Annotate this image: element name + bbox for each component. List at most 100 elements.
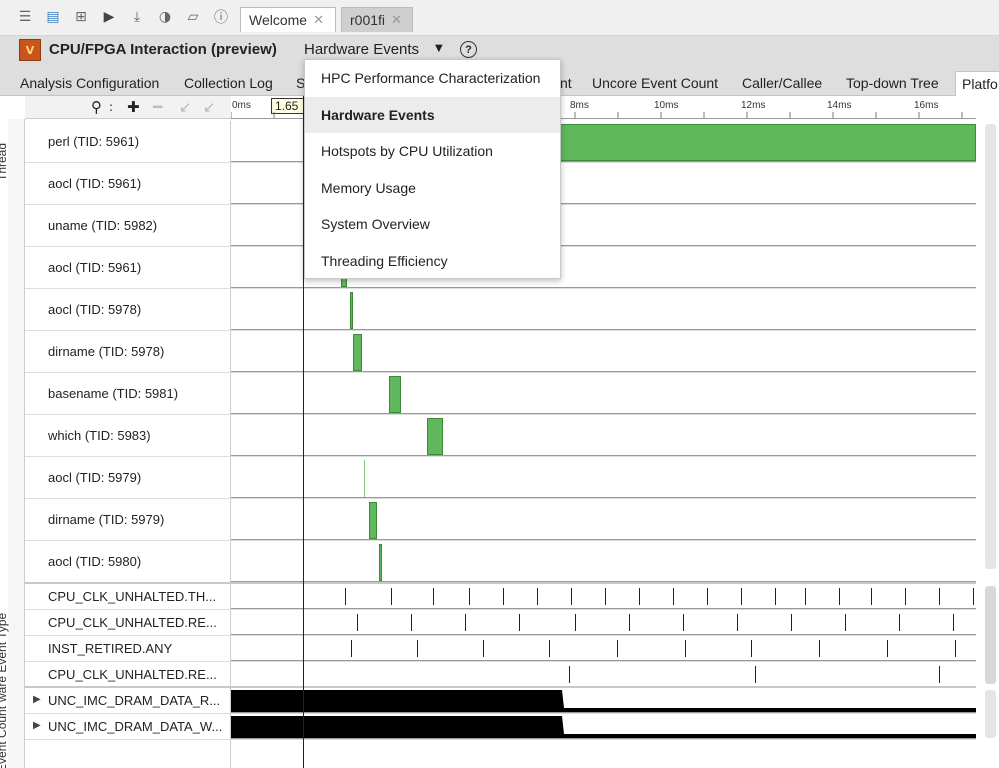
open-icon[interactable]: ▱	[187, 9, 199, 25]
thread-row[interactable]: which (TID: 5983)	[25, 415, 976, 457]
event-sample-tick	[605, 588, 606, 605]
event-sample-tick	[805, 588, 806, 605]
expand-arrow-icon[interactable]: ▶	[33, 694, 41, 705]
event-sample-tick	[673, 588, 674, 605]
ruler-tick-label: 0ms	[232, 100, 251, 111]
event-sample-tick	[639, 588, 640, 605]
thread-activity-bar[interactable]	[369, 502, 377, 539]
close-icon[interactable]: ✕	[313, 12, 324, 28]
ruler-tick-label: 8ms	[570, 100, 589, 111]
group-hardware-event-type: ware Event Type	[0, 584, 25, 702]
tab-welcome[interactable]: Welcome ✕	[240, 7, 336, 32]
event-sample-tick	[411, 614, 412, 631]
thread-activity-bar[interactable]	[350, 292, 353, 329]
event-sample-tick	[707, 588, 708, 605]
menu-item-hpc-performance[interactable]: HPC Performance Characterization	[321, 70, 541, 86]
event-sample-tick	[629, 614, 630, 631]
thread-activity-bar[interactable]	[389, 376, 401, 413]
thread-activity-bar[interactable]	[379, 544, 382, 581]
tab-result[interactable]: r001fi ✕	[341, 7, 413, 32]
chevron-down-icon[interactable]: ▼	[435, 43, 443, 54]
zoom-in-icon[interactable]: ✚	[127, 98, 140, 116]
new-analysis-icon[interactable]: ⊞	[75, 9, 87, 25]
event-type-name: CPU_CLK_UNHALTED.TH...	[25, 584, 231, 609]
reset-zoom-icon[interactable]: ↙	[203, 98, 216, 116]
event-sample-tick	[845, 614, 846, 631]
tab-uncore-event-count[interactable]: Uncore Event Count	[592, 75, 719, 91]
thread-name: which (TID: 5983)	[25, 415, 231, 456]
event-sample-tick	[537, 588, 538, 605]
thread-track	[231, 457, 976, 498]
tab-top-down-tree[interactable]: Top-down Tree	[846, 75, 939, 91]
thread-row[interactable]: aocl (TID: 5978)	[25, 289, 976, 331]
menu-icon[interactable]: ☰	[18, 9, 32, 25]
tab-collection-log[interactable]: Collection Log	[184, 75, 273, 91]
thread-activity-bar[interactable]	[364, 460, 365, 497]
event-count-track	[231, 688, 976, 713]
zoom-menu-icon[interactable]: :	[109, 100, 114, 114]
thread-name: aocl (TID: 5980)	[25, 541, 231, 582]
menu-item-hardware-events[interactable]: Hardware Events	[305, 97, 560, 133]
event-sample-tick	[905, 588, 906, 605]
event-sample-tick	[519, 614, 520, 631]
thread-name: perl (TID: 5961)	[25, 121, 231, 162]
thread-track	[231, 415, 976, 456]
event-type-row[interactable]: INST_RETIRED.ANY	[25, 636, 976, 662]
thread-activity-bar[interactable]	[353, 334, 362, 371]
thread-row[interactable]: dirname (TID: 5978)	[25, 331, 976, 373]
thread-row[interactable]: aocl (TID: 5979)	[25, 457, 976, 499]
event-sample-tick	[871, 588, 872, 605]
thread-scrollbar[interactable]	[985, 124, 996, 569]
tab-platform[interactable]: Platfo	[955, 71, 999, 97]
event-type-row[interactable]: CPU_CLK_UNHALTED.RE...	[25, 662, 976, 688]
analysis-title: CPU/FPGA Interaction (preview)	[49, 41, 277, 58]
group-uncore-event-count: e Event Count	[0, 688, 25, 768]
event-sample-tick	[887, 640, 888, 657]
thread-row[interactable]: basename (TID: 5981)	[25, 373, 976, 415]
event-count-row[interactable]: ▶ UNC_IMC_DRAM_DATA_R...	[25, 688, 976, 714]
new-project-icon[interactable]: ▤	[46, 9, 60, 25]
tab-event-count[interactable]: nt	[560, 75, 572, 91]
thread-row[interactable]: dirname (TID: 5979)	[25, 499, 976, 541]
event-sample-tick	[939, 588, 940, 605]
zoom-icon[interactable]: ⚲	[91, 98, 102, 116]
tab-analysis-configuration[interactable]: Analysis Configuration	[20, 75, 160, 91]
undo-zoom-icon[interactable]: ↙	[179, 98, 192, 116]
help-circle-icon[interactable]: ?	[460, 41, 477, 58]
event-type-row[interactable]: CPU_CLK_UNHALTED.RE...	[25, 610, 976, 636]
menu-item-threading-efficiency[interactable]: Threading Efficiency	[321, 253, 448, 269]
import-icon[interactable]: ⤓	[133, 9, 141, 25]
help-icon[interactable]: ⓘ	[214, 10, 228, 26]
thread-name: aocl (TID: 5961)	[25, 163, 231, 204]
event-type-row[interactable]: CPU_CLK_UNHALTED.TH...	[25, 584, 976, 610]
time-cursor-line[interactable]	[303, 96, 304, 768]
viewpoint-selector[interactable]: Hardware Events	[304, 41, 420, 58]
group-divider	[25, 582, 976, 584]
thread-row[interactable]: aocl (TID: 5980)	[25, 541, 976, 583]
thread-activity-bar[interactable]	[341, 278, 347, 287]
thread-activity-bar[interactable]	[427, 418, 443, 455]
event-count-row[interactable]: ▶ UNC_IMC_DRAM_DATA_W...	[25, 714, 976, 740]
event-sample-tick	[469, 588, 470, 605]
tab-summary[interactable]: S	[296, 75, 306, 91]
event-track	[231, 662, 976, 687]
menu-item-hotspots[interactable]: Hotspots by CPU Utilization	[321, 143, 493, 159]
thread-track	[231, 541, 976, 582]
event-sample-tick	[483, 640, 484, 657]
event-sample-tick	[791, 614, 792, 631]
empty-row	[25, 740, 976, 768]
tab-caller-callee[interactable]: Caller/Callee	[742, 75, 823, 91]
event-sample-tick	[751, 640, 752, 657]
menu-item-system-overview[interactable]: System Overview	[321, 216, 430, 232]
close-icon[interactable]: ✕	[391, 12, 402, 28]
event-type-scrollbar[interactable]	[985, 586, 996, 684]
expand-arrow-icon[interactable]: ▶	[33, 720, 41, 731]
run-icon[interactable]: ▶	[103, 9, 115, 25]
menu-item-memory-usage[interactable]: Memory Usage	[321, 180, 416, 196]
event-count-scrollbar[interactable]	[985, 690, 996, 738]
zoom-out-icon[interactable]: ━	[153, 98, 163, 116]
event-sample-tick	[357, 614, 358, 631]
event-sample-tick	[755, 666, 756, 683]
compare-icon[interactable]: ◑	[158, 9, 172, 25]
event-sample-tick	[345, 588, 346, 605]
